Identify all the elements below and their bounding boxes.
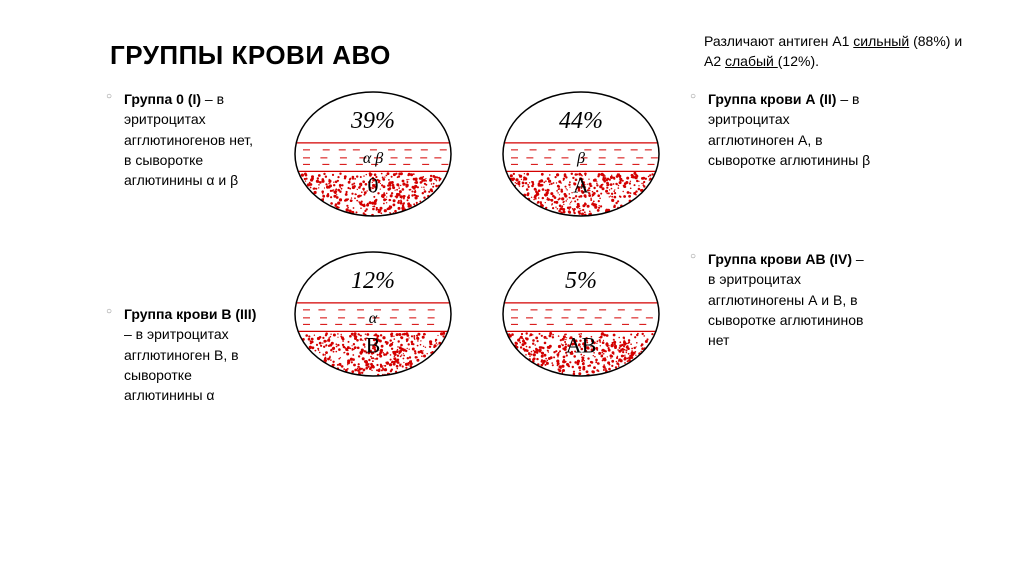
note-post: (12%). — [778, 53, 819, 69]
group-0-desc: Группа 0 (I) – в эритроцитах агглютиноге… — [110, 89, 260, 219]
svg-text:0: 0 — [368, 173, 379, 198]
group-a-desc: Группа крови А (II) – в эритроцитах аггл… — [694, 89, 874, 219]
group-a-label: Группа крови А (II) — [708, 91, 836, 107]
svg-text:39%: 39% — [350, 108, 395, 134]
group-a-diagram: 44% βА — [486, 89, 676, 219]
group-ab-desc: Группа крови АВ (IV) – в эритроцитах агг… — [694, 249, 874, 405]
svg-text:12%: 12% — [351, 268, 395, 294]
svg-text:АВ: АВ — [566, 333, 597, 358]
svg-text:А: А — [573, 173, 589, 198]
group-b-diagram: 12% αВ — [278, 249, 468, 405]
page-title: ГРУППЫ КРОВИ АВО — [110, 40, 391, 71]
group-b-text: – в эритроцитах агглютиноген В, в сыворо… — [124, 326, 239, 403]
note-pre: Различают антиген А1 — [704, 33, 853, 49]
group-0-label: Группа 0 (I) — [124, 91, 201, 107]
group-ab-diagram: 5% АВ — [486, 249, 676, 405]
svg-text:5%: 5% — [565, 268, 597, 294]
svg-text:β: β — [576, 150, 585, 167]
group-b-label: Группа крови В (III) — [124, 306, 256, 322]
antigen-note: Различают антиген А1 сильный (88%) и А2 … — [704, 32, 964, 71]
content-grid: Группа 0 (I) – в эритроцитах агглютиноге… — [110, 89, 964, 405]
note-u1: сильный — [853, 33, 909, 49]
svg-text:В: В — [366, 333, 381, 358]
svg-text:α β: α β — [363, 150, 383, 167]
svg-text:α: α — [369, 310, 378, 327]
group-0-diagram: 39% α β 0 — [278, 89, 468, 219]
group-b-desc: Группа крови В (III) – в эритроцитах агг… — [110, 304, 260, 405]
note-u2: слабый — [725, 53, 778, 69]
group-ab-label: Группа крови АВ (IV) — [708, 251, 852, 267]
svg-text:44%: 44% — [559, 108, 603, 134]
